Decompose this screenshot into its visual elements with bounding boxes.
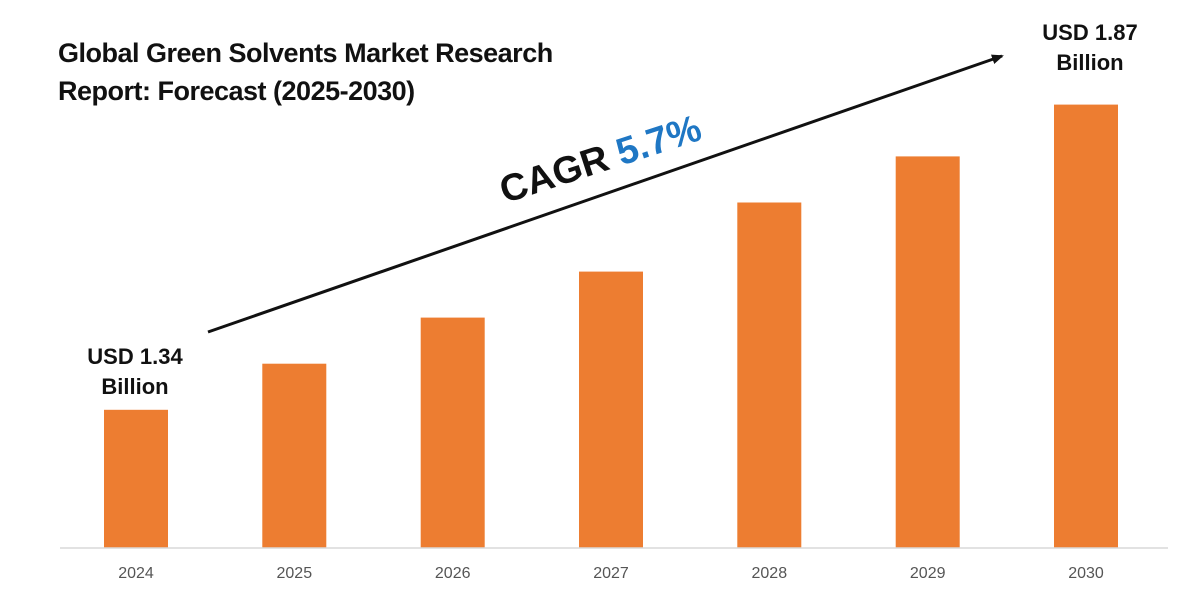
start-value-unit: Billion — [101, 374, 169, 399]
trend-arrow — [207, 54, 1004, 334]
bar-2024 — [104, 409, 168, 548]
bars-group — [104, 104, 1118, 548]
end-value-unit: Billion — [1056, 50, 1124, 75]
x-tick-labels: 2024 2025 2026 2027 2028 2029 2030 — [118, 565, 1104, 582]
x-tick-label-2025: 2025 — [277, 565, 313, 582]
x-tick-label-2027: 2027 — [593, 565, 629, 582]
chart-title: Global Green Solvents Market Research Re… — [58, 34, 618, 110]
x-tick-label-2024: 2024 — [118, 565, 154, 582]
end-value-amount: USD 1.87 — [1042, 20, 1138, 45]
bar-2026 — [420, 317, 485, 548]
x-tick-label-2026: 2026 — [435, 565, 471, 582]
start-value-callout: USD 1.34 Billion — [60, 342, 210, 402]
x-tick-label-2030: 2030 — [1068, 565, 1104, 582]
x-tick-label-2029: 2029 — [910, 565, 946, 582]
start-value-amount: USD 1.34 — [87, 344, 183, 369]
bar-2027 — [579, 271, 643, 548]
chart-title-line-1: Global Green Solvents Market Research — [58, 38, 553, 68]
bar-2028 — [737, 202, 802, 548]
chart-title-line-2: Report: Forecast (2025-2030) — [58, 76, 415, 106]
bar-2030 — [1054, 104, 1118, 548]
bar-2025 — [262, 363, 327, 548]
x-tick-label-2028: 2028 — [752, 565, 788, 582]
bar-2029 — [895, 156, 960, 548]
end-value-callout: USD 1.87 Billion — [1010, 18, 1170, 78]
